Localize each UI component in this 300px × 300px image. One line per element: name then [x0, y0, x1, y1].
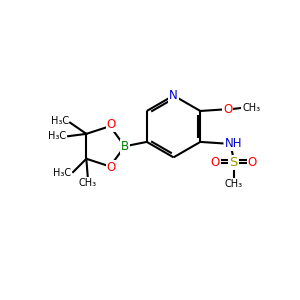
Text: O: O: [248, 156, 257, 169]
Text: CH₃: CH₃: [224, 179, 243, 189]
Text: B: B: [121, 140, 129, 153]
Text: O: O: [106, 118, 116, 131]
Text: H₃C: H₃C: [53, 168, 72, 178]
Text: O: O: [106, 161, 116, 174]
Text: H₃C: H₃C: [49, 131, 67, 141]
Text: N: N: [169, 89, 178, 102]
Text: S: S: [230, 156, 238, 169]
Text: NH: NH: [225, 137, 242, 150]
Text: H₃C: H₃C: [51, 116, 69, 127]
Text: CH₃: CH₃: [242, 103, 260, 113]
Text: O: O: [210, 156, 219, 169]
Text: CH₃: CH₃: [79, 178, 97, 188]
Text: O: O: [223, 103, 232, 116]
